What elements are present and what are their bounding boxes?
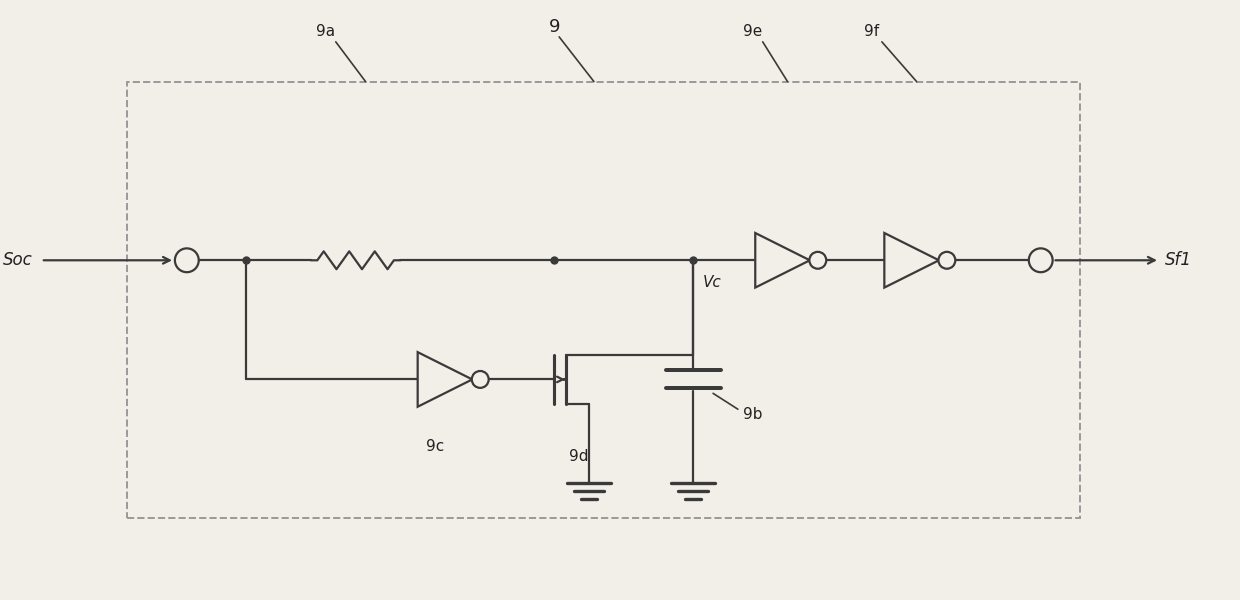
Text: 9c: 9c — [425, 439, 444, 454]
Circle shape — [1029, 248, 1053, 272]
Circle shape — [471, 371, 489, 388]
Text: 9e: 9e — [743, 25, 763, 40]
Text: 9b: 9b — [743, 407, 763, 422]
Text: 9: 9 — [548, 18, 560, 36]
Circle shape — [939, 252, 955, 269]
Circle shape — [175, 248, 198, 272]
Text: 9a: 9a — [316, 25, 335, 40]
Text: Sf1: Sf1 — [1164, 251, 1192, 269]
Text: Vc: Vc — [703, 275, 722, 290]
Text: 9d: 9d — [569, 449, 589, 464]
Text: Soc: Soc — [4, 251, 33, 269]
Circle shape — [810, 252, 826, 269]
Text: 9f: 9f — [864, 25, 879, 40]
